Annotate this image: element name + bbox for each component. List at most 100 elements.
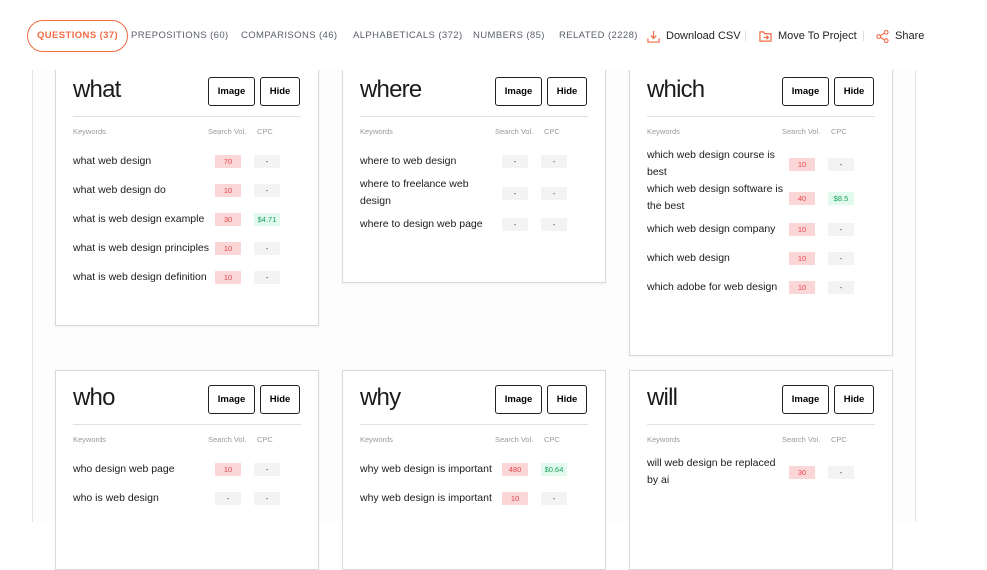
hide-button[interactable]: Hide [547,385,587,414]
share-button[interactable]: Share [876,27,924,45]
cpc-header: CPC [831,127,847,136]
keyword-row: where to web design - - [360,147,588,176]
keyword-row: why web design is important 480 $0.64 [360,455,588,484]
keyword-card-will: will Image Hide Keywords Search Vol. CPC… [629,370,893,570]
keyword-row: who is web design - - [73,484,301,513]
card-header: what Image Hide [73,63,301,117]
keyword-row: why web design is important 10 - [360,484,588,513]
keyword-row: where to design web page - - [360,210,588,239]
column-headers: Keywords Search Vol. CPC [73,425,301,455]
cpc-badge: - [541,492,567,505]
share-label: Share [895,30,925,42]
keyword-text[interactable]: will web design be replaced by ai [647,457,776,486]
keyword-text[interactable]: where to design web page [360,218,483,230]
card-title: who [73,384,115,411]
search-volume-badge: 30 [215,213,241,226]
cpc-badge: - [541,218,567,231]
column-headers: Keywords Search Vol. CPC [647,117,875,147]
tab-comparisons[interactable]: COMPARISONS (46) [241,30,338,41]
download-csv-button[interactable]: Download CSV [647,27,741,45]
cpc-header: CPC [831,435,847,444]
cpc-badge: - [254,492,280,505]
tab-alphabeticals[interactable]: ALPHABETICALS (372) [353,30,463,41]
search-volume-badge: 10 [789,281,815,294]
cpc-badge: - [828,465,854,479]
move-to-project-button[interactable]: Move To Project [759,27,857,45]
cpc-badge: - [541,186,567,200]
hide-button[interactable]: Hide [260,385,300,414]
keyword-text[interactable]: which web design company [647,223,776,235]
image-button[interactable]: Image [208,385,255,414]
search-volume-badge: 10 [789,157,815,171]
search-volume-badge: - [502,218,528,231]
keyword-text[interactable]: who is web design [73,492,159,504]
folder-icon [759,30,772,42]
search-vol-header: Search Vol. [495,435,534,444]
search-vol-header: Search Vol. [208,435,247,444]
keyword-row: what web design do 10 - [73,176,301,205]
keyword-text[interactable]: which web design [647,252,730,264]
keyword-text[interactable]: what is web design example [73,213,205,225]
download-csv-label: Download CSV [666,30,741,42]
cpc-badge: - [254,242,280,255]
hide-button[interactable]: Hide [834,77,874,106]
hide-button[interactable]: Hide [547,77,587,106]
keyword-text[interactable]: why web design is important [360,463,492,475]
keyword-row: will web design be replaced by ai 30 - [647,455,875,489]
keyword-text[interactable]: what is web design definition [73,271,207,283]
cpc-badge: - [828,157,854,171]
divider [863,31,864,41]
keyword-text[interactable]: which web design software is the best [647,183,783,212]
keyword-row: what web design 70 - [73,147,301,176]
card-header: which Image Hide [647,63,875,117]
keywords-header: Keywords [73,127,106,136]
image-button[interactable]: Image [208,77,255,106]
card-title: what [73,76,121,103]
search-vol-header: Search Vol. [495,127,534,136]
divider [745,31,746,41]
keywords-header: Keywords [647,127,680,136]
card-header: will Image Hide [647,371,875,425]
keyword-text[interactable]: who design web page [73,463,175,475]
tab-numbers[interactable]: NUMBERS (85) [473,30,545,41]
image-button[interactable]: Image [495,385,542,414]
image-button[interactable]: Image [782,77,829,106]
card-title: which [647,76,705,103]
image-button[interactable]: Image [495,77,542,106]
keyword-text[interactable]: what web design do [73,184,166,196]
keyword-row: what is web design principles 10 - [73,234,301,263]
keyword-row: who design web page 10 - [73,455,301,484]
keyword-card-who: who Image Hide Keywords Search Vol. CPC … [55,370,319,570]
search-volume-badge: 10 [789,223,815,236]
search-volume-badge: 10 [215,271,241,284]
hide-button[interactable]: Hide [834,385,874,414]
column-headers: Keywords Search Vol. CPC [360,117,588,147]
tab-related[interactable]: RELATED (2228) [559,30,638,41]
keyword-text[interactable]: which adobe for web design [647,281,778,293]
keyword-row: which web design company 10 - [647,215,875,244]
column-headers: Keywords Search Vol. CPC [360,425,588,455]
card-header: where Image Hide [360,63,588,117]
search-volume-badge: 10 [502,492,528,505]
keyword-text[interactable]: what is web design principles [73,242,209,254]
tab-questions[interactable]: QUESTIONS (37) [27,20,129,52]
cpc-badge: - [828,223,854,236]
keyword-text[interactable]: where to freelance web design [360,178,469,207]
image-button[interactable]: Image [782,385,829,414]
download-icon [647,30,660,43]
keyword-text[interactable]: why web design is important [360,492,492,504]
keyword-text[interactable]: what web design [73,155,152,167]
keywords-header: Keywords [360,435,393,444]
search-volume-badge: 70 [215,155,241,168]
keyword-text[interactable]: where to web design [360,155,457,167]
search-volume-badge: - [215,492,241,505]
keyword-row: what is web design example 30 $4.71 [73,205,301,234]
tab-prepositions[interactable]: PREPOSITIONS (60) [131,30,229,41]
keywords-header: Keywords [647,435,680,444]
keyword-text[interactable]: which web design course is best [647,149,775,178]
keyword-row: which web design software is the best 40… [647,181,875,215]
hide-button[interactable]: Hide [260,77,300,106]
search-volume-badge: 40 [789,191,815,205]
search-volume-badge: 10 [215,463,241,476]
search-volume-badge: 10 [215,242,241,255]
